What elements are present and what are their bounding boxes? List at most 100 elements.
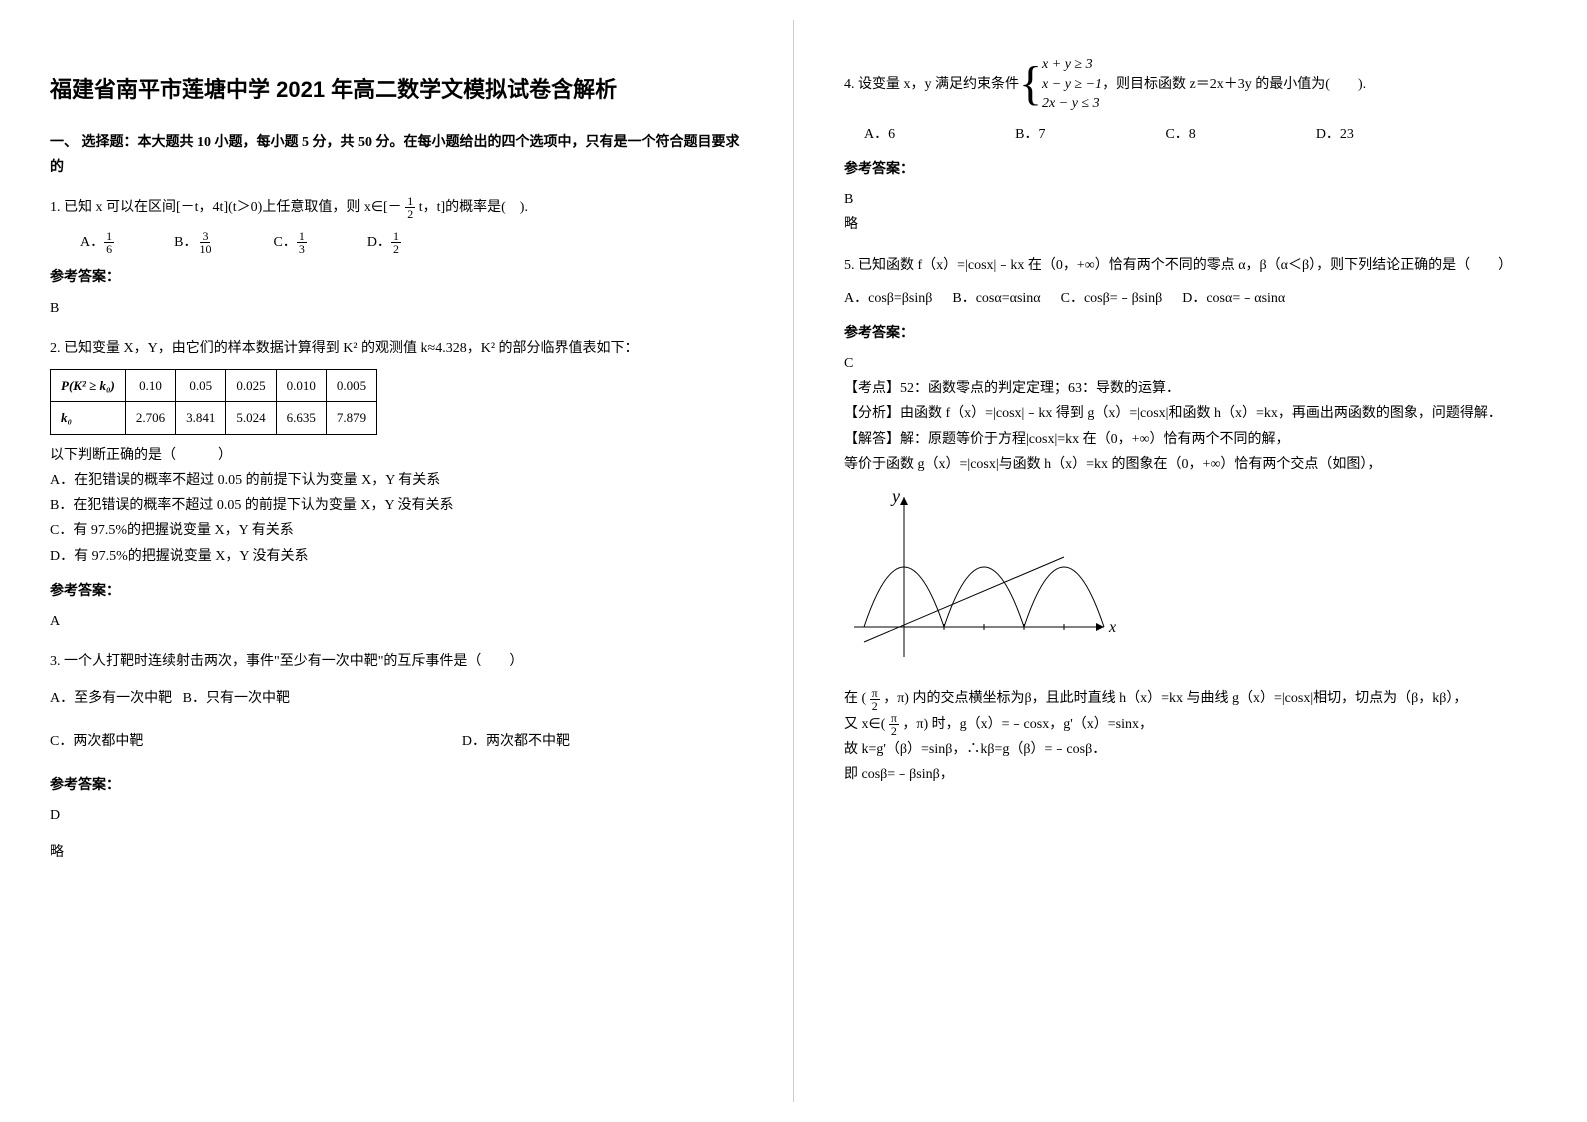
q5-fx: 【分析】由函数 f（x）=|cosx|﹣kx 得到 g（x）=|cosx|和函数…	[844, 401, 1537, 426]
q2-opt-c: C．有 97.5%的把握说变量 X，Y 有关系	[50, 518, 743, 543]
q1-answer: B	[50, 296, 743, 321]
q1-opt-d: D． 12	[367, 230, 401, 255]
question-1: 1. 已知 x 可以在区间[－t，4t](t＞0)上任意取值，则 x∈[－ 1 …	[50, 195, 743, 220]
q3-opt-b: B．只有一次中靶	[183, 691, 290, 706]
text: 又	[844, 717, 858, 732]
frac-den: 2	[405, 208, 415, 220]
table-cell: 2.706	[125, 402, 175, 434]
q1-opt-b: B． 310	[174, 230, 213, 255]
question-3: 3. 一个人打靶时连续射击两次，事件"至少有一次中靶"的互斥事件是（ ）	[50, 649, 743, 674]
y-axis-label: y	[890, 487, 900, 506]
system-body: x + y ≥ 3 x − y ≥ −1 2x − y ≤ 3	[1042, 55, 1102, 114]
table-cell: k₀	[51, 402, 126, 434]
k-squared-table: P(K² ≥ k₀) 0.10 0.05 0.025 0.010 0.005 k…	[50, 369, 377, 435]
q5-answer: C	[844, 351, 1537, 376]
opt-label: A．	[80, 230, 104, 255]
q2-answer: A	[50, 609, 743, 634]
table-cell: 0.025	[226, 370, 276, 402]
q5-opt-d: D．cosα=﹣αsinα	[1182, 286, 1285, 311]
q5-jd1: 【解答】解：原题等价于方程|cosx|=kx 在（0，+∞）恰有两个不同的解，	[844, 427, 1537, 452]
table-cell: P(K² ≥ k₀)	[51, 370, 126, 402]
table-row: P(K² ≥ k₀) 0.10 0.05 0.025 0.010 0.005	[51, 370, 377, 402]
question-2: 2. 已知变量 X，Y，由它们的样本数据计算得到 K² 的观测值 k≈4.328…	[50, 336, 743, 361]
opt-label: B．	[174, 230, 197, 255]
interval-close: ，π)	[902, 717, 928, 732]
question-4: 4. 设变量 x，y 满足约束条件 { x + y ≥ 3 x − y ≥ −1…	[844, 55, 1537, 114]
q5-kd: 【考点】52：函数零点的判定定理；63：导数的运算．	[844, 376, 1537, 401]
table-cell: 0.05	[176, 370, 226, 402]
x-in: x∈(	[862, 717, 886, 732]
q5-opt-a: A．cosβ=βsinβ	[844, 286, 932, 311]
q1-options: A． 16 B． 310 C． 13 D． 12	[80, 230, 743, 255]
question-5: 5. 已知函数 f（x）=|cosx|﹣kx 在（0，+∞）恰有两个不同的零点 …	[844, 253, 1537, 278]
section-1-header: 一、 选择题：本大题共 10 小题，每小题 5 分，共 50 分。在每小题给出的…	[50, 130, 743, 180]
text: 内的交点横坐标为β，且此时直线 h（x）=kx 与曲线 g（x）=|cosx|相…	[912, 691, 1467, 706]
q4-answer: B	[844, 187, 1537, 212]
q3-answer-label: 参考答案：	[50, 773, 743, 798]
q2-opt-a: A．在犯错误的概率不超过 0.05 的前提下认为变量 X，Y 有关系	[50, 468, 743, 493]
fraction-a: 16	[104, 230, 114, 255]
q3-opt-d: D．两次都不中靶	[462, 729, 570, 754]
q4-options: A．6 B．7 C．8 D．23	[864, 122, 1537, 147]
q1-opt-c: C． 13	[273, 230, 306, 255]
q3-opt-a: A．至多有一次中靶	[50, 691, 172, 706]
q3-opt-c: C．两次都中靶	[50, 729, 143, 754]
q5-tail3: 故 k=g'（β）=sinβ，∴kβ=g（β）=﹣cosβ．	[844, 737, 1537, 762]
q4-opt-b: B．7	[1015, 122, 1045, 147]
q1-answer-label: 参考答案：	[50, 265, 743, 290]
opt-label: C．	[273, 230, 296, 255]
text: 在	[844, 691, 858, 706]
interval-close: ，π)	[883, 691, 909, 706]
q5-tail1: 在 ( π2 ，π) 内的交点横坐标为β，且此时直线 h（x）=kx 与曲线 g…	[844, 686, 1537, 711]
right-page: 4. 设变量 x，y 满足约束条件 { x + y ≥ 3 x − y ≥ −1…	[794, 0, 1587, 1122]
q4-suffix: ，则目标函数 z＝2x＋3y 的最小值为( ).	[1102, 72, 1366, 97]
q1-opt-a: A． 16	[80, 230, 114, 255]
q2-answer-label: 参考答案：	[50, 579, 743, 604]
pi-over-2: π2	[870, 687, 880, 712]
q5-jd2: 等价于函数 g（x）=|cosx|与函数 h（x）=kx 的图象在（0，+∞）恰…	[844, 452, 1537, 477]
q5-opt-c: C．cosβ=﹣βsinβ	[1061, 286, 1163, 311]
q3-answer: D	[50, 803, 743, 828]
equation-system: { x + y ≥ 3 x − y ≥ −1 2x − y ≤ 3	[1019, 55, 1102, 114]
q3-note: 略	[50, 840, 743, 865]
left-brace-icon: {	[1019, 60, 1042, 108]
table-row: k₀ 2.706 3.841 5.024 6.635 7.879	[51, 402, 377, 434]
q4-opt-d: D．23	[1316, 122, 1354, 147]
function-graph: x y	[844, 487, 1124, 667]
fraction-c: 13	[297, 230, 307, 255]
opt-label: D．	[367, 230, 391, 255]
table-cell: 7.879	[326, 402, 376, 434]
q1-text-b: t，t]的概率是( ).	[419, 200, 528, 215]
q1-text-a: 1. 已知 x 可以在区间[－t，4t](t＞0)上任意取值，则 x∈[－	[50, 200, 402, 215]
sys-line: x + y ≥ 3	[1042, 55, 1102, 75]
left-page: 福建省南平市莲塘中学 2021 年高二数学文模拟试卷含解析 一、 选择题：本大题…	[0, 0, 793, 1122]
q2-opt-d: D．有 97.5%的把握说变量 X，Y 没有关系	[50, 544, 743, 569]
sys-line: 2x − y ≤ 3	[1042, 94, 1102, 114]
text: 时，g（x）=﹣cosx，g'（x）=sinx，	[932, 717, 1153, 732]
q5-opt-b: B．cosα=αsinα	[952, 286, 1040, 311]
pi-over-2: π2	[889, 712, 899, 737]
sys-line: x − y ≥ −1	[1042, 75, 1102, 95]
table-cell: 3.841	[176, 402, 226, 434]
table-cell: 0.010	[276, 370, 326, 402]
fraction-d: 12	[391, 230, 401, 255]
document-title: 福建省南平市莲塘中学 2021 年高二数学文模拟试卷含解析	[50, 70, 743, 110]
x-axis-label: x	[1108, 619, 1116, 636]
q5-tail4: 即 cosβ=﹣βsinβ，	[844, 762, 1537, 787]
q5-options: A．cosβ=βsinβ B．cosα=αsinα C．cosβ=﹣βsinβ …	[844, 286, 1537, 311]
q4-opt-a: A．6	[864, 122, 895, 147]
q5-tail2: 又 x∈( π2 ，π) 时，g（x）=﹣cosx，g'（x）=sinx，	[844, 712, 1537, 737]
fraction-half: 1 2	[405, 195, 415, 220]
q4-note: 略	[844, 212, 1537, 237]
fraction-b: 310	[197, 230, 213, 255]
q4-prefix: 4. 设变量 x，y 满足约束条件	[844, 72, 1019, 97]
q4-answer-label: 参考答案：	[844, 157, 1537, 182]
table-cell: 5.024	[226, 402, 276, 434]
table-cell: 0.10	[125, 370, 175, 402]
q5-answer-label: 参考答案：	[844, 321, 1537, 346]
q2-opt-b: B．在犯错误的概率不超过 0.05 的前提下认为变量 X，Y 没有关系	[50, 493, 743, 518]
q2-prompt: 以下判断正确的是（ ）	[50, 443, 743, 468]
interval-open: (	[862, 691, 867, 706]
q4-opt-c: C．8	[1165, 122, 1195, 147]
table-cell: 0.005	[326, 370, 376, 402]
